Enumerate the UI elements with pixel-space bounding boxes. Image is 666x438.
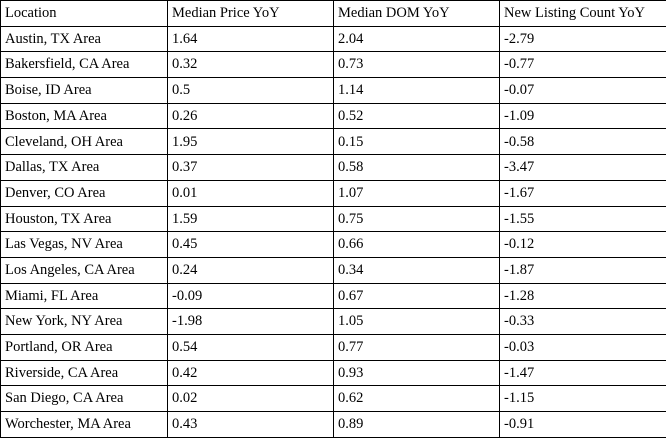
median-price-yoy-cell: 0.32	[167, 51, 334, 79]
median-price-yoy-cell: 0.42	[167, 359, 334, 387]
table-row: Miami, FL Area -0.09 0.67 -1.28	[0, 282, 666, 310]
location-cell: Portland, OR Area	[0, 333, 168, 361]
new-listing-count-yoy-cell: -1.87	[499, 256, 666, 284]
median-dom-yoy-cell: 0.77	[333, 333, 500, 361]
new-listing-count-yoy-cell: -0.07	[499, 77, 666, 104]
median-dom-yoy-cell: 0.62	[333, 385, 500, 412]
median-dom-yoy-cell: 0.89	[333, 411, 500, 438]
median-price-yoy-cell: 1.59	[167, 205, 334, 233]
table-row: Cleveland, OH Area 1.95 0.15 -0.58	[0, 128, 666, 156]
median-price-yoy-cell: -0.09	[167, 282, 334, 310]
new-listing-count-yoy-cell: -1.47	[499, 359, 666, 387]
median-price-yoy-cell: 0.02	[167, 385, 334, 412]
median-price-yoy-cell: 0.24	[167, 256, 334, 284]
location-cell: Worchester, MA Area	[0, 411, 168, 438]
location-cell: Riverside, CA Area	[0, 359, 168, 387]
table-row: Boise, ID Area 0.5 1.14 -0.07	[0, 77, 666, 104]
median-price-yoy-cell: 0.37	[167, 154, 334, 181]
new-listing-count-yoy-cell: -1.15	[499, 385, 666, 412]
table-row: Houston, TX Area 1.59 0.75 -1.55	[0, 205, 666, 233]
location-cell: Cleveland, OH Area	[0, 128, 168, 156]
location-cell: Denver, CO Area	[0, 179, 168, 207]
table-row: Riverside, CA Area 0.42 0.93 -1.47	[0, 359, 666, 387]
table-row: Boston, MA Area 0.26 0.52 -1.09	[0, 102, 666, 130]
median-dom-yoy-cell: 0.73	[333, 51, 500, 79]
median-price-yoy-cell: 0.45	[167, 231, 334, 258]
median-price-yoy-cell: 1.95	[167, 128, 334, 156]
location-cell: San Diego, CA Area	[0, 385, 168, 412]
location-cell: Boston, MA Area	[0, 102, 168, 130]
median-price-yoy-cell: 0.5	[167, 77, 334, 104]
table-row: Los Angeles, CA Area 0.24 0.34 -1.87	[0, 256, 666, 284]
new-listing-count-yoy-cell: -2.79	[499, 25, 666, 53]
table-row: Worchester, MA Area 0.43 0.89 -0.91	[0, 411, 666, 438]
median-price-yoy-cell: 0.01	[167, 179, 334, 207]
new-listing-count-yoy-cell: -1.67	[499, 179, 666, 207]
location-cell: Miami, FL Area	[0, 282, 168, 310]
new-listing-count-yoy-cell: -0.33	[499, 308, 666, 335]
header-location: Location	[0, 0, 168, 27]
new-listing-count-yoy-cell: -1.09	[499, 102, 666, 130]
median-dom-yoy-cell: 0.34	[333, 256, 500, 284]
median-dom-yoy-cell: 0.52	[333, 102, 500, 130]
table-row: Denver, CO Area 0.01 1.07 -1.67	[0, 179, 666, 207]
new-listing-count-yoy-cell: -3.47	[499, 154, 666, 181]
location-cell: New York, NY Area	[0, 308, 168, 335]
median-price-yoy-cell: 1.64	[167, 25, 334, 53]
location-cell: Bakersfield, CA Area	[0, 51, 168, 79]
location-cell: Las Vegas, NV Area	[0, 231, 168, 258]
median-dom-yoy-cell: 0.66	[333, 231, 500, 258]
table-row: New York, NY Area -1.98 1.05 -0.33	[0, 308, 666, 335]
table-row: Austin, TX Area 1.64 2.04 -2.79	[0, 25, 666, 53]
location-cell: Houston, TX Area	[0, 205, 168, 233]
header-row: Location Median Price YoY Median DOM YoY…	[0, 0, 666, 27]
location-cell: Los Angeles, CA Area	[0, 256, 168, 284]
table-row: San Diego, CA Area 0.02 0.62 -1.15	[0, 385, 666, 412]
table-row: Bakersfield, CA Area 0.32 0.73 -0.77	[0, 51, 666, 79]
header-median-price-yoy: Median Price YoY	[167, 0, 334, 27]
table-row: Las Vegas, NV Area 0.45 0.66 -0.12	[0, 231, 666, 258]
new-listing-count-yoy-cell: -1.28	[499, 282, 666, 310]
median-dom-yoy-cell: 2.04	[333, 25, 500, 53]
new-listing-count-yoy-cell: -0.77	[499, 51, 666, 79]
median-dom-yoy-cell: 0.75	[333, 205, 500, 233]
table-header: Location Median Price YoY Median DOM YoY…	[0, 0, 666, 27]
median-dom-yoy-cell: 1.05	[333, 308, 500, 335]
header-new-listing-count-yoy: New Listing Count YoY	[499, 0, 666, 27]
median-price-yoy-cell: 0.43	[167, 411, 334, 438]
new-listing-count-yoy-cell: -0.12	[499, 231, 666, 258]
median-dom-yoy-cell: 0.67	[333, 282, 500, 310]
table-row: Dallas, TX Area 0.37 0.58 -3.47	[0, 154, 666, 181]
median-dom-yoy-cell: 0.58	[333, 154, 500, 181]
new-listing-count-yoy-cell: -0.03	[499, 333, 666, 361]
table-row: Portland, OR Area 0.54 0.77 -0.03	[0, 333, 666, 361]
median-price-yoy-cell: 0.26	[167, 102, 334, 130]
table-body: Austin, TX Area 1.64 2.04 -2.79 Bakersfield,…	[0, 25, 666, 438]
median-dom-yoy-cell: 1.07	[333, 179, 500, 207]
median-price-yoy-cell: 0.54	[167, 333, 334, 361]
header-median-dom-yoy: Median DOM YoY	[333, 0, 500, 27]
median-dom-yoy-cell: 1.14	[333, 77, 500, 104]
new-listing-count-yoy-cell: -0.58	[499, 128, 666, 156]
median-dom-yoy-cell: 0.93	[333, 359, 500, 387]
new-listing-count-yoy-cell: -1.55	[499, 205, 666, 233]
median-price-yoy-cell: -1.98	[167, 308, 334, 335]
median-dom-yoy-cell: 0.15	[333, 128, 500, 156]
new-listing-count-yoy-cell: -0.91	[499, 411, 666, 438]
location-cell: Boise, ID Area	[0, 77, 168, 104]
location-cell: Dallas, TX Area	[0, 154, 168, 181]
location-cell: Austin, TX Area	[0, 25, 168, 53]
